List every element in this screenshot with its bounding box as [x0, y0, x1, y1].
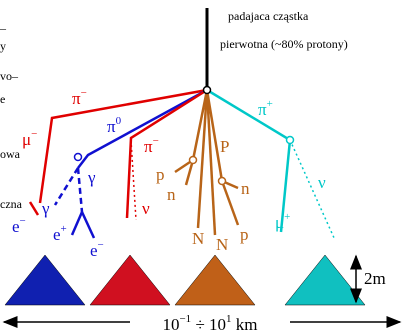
label-part: + — [284, 211, 290, 223]
detector-triangle — [5, 255, 85, 305]
nucleon-branch — [175, 90, 238, 235]
primary-label: pierwotna (~80% protony) — [220, 37, 348, 51]
particle-label: n — [241, 179, 250, 198]
scale-label: 2m — [364, 269, 386, 288]
label-part: e — [90, 241, 98, 260]
label-part: km — [232, 315, 258, 334]
particle-label: γ — [41, 199, 50, 218]
cosmic-shower-diagram: padajaca cząstka pierwotna (~80% protony… — [0, 0, 404, 334]
detector-arrays — [5, 255, 365, 305]
label-part: e — [12, 217, 20, 236]
particle-label: P — [220, 137, 229, 156]
particle-label: μ− — [22, 128, 37, 149]
label-part: 0 — [116, 115, 122, 127]
particle-label: N — [216, 235, 228, 254]
label-part: 10 — [209, 315, 226, 334]
particle-label: π− — [144, 135, 159, 156]
particle-label: π+ — [258, 98, 273, 119]
label-part: − — [20, 215, 26, 227]
pi-plus-branch — [207, 90, 335, 240]
label-part: 10 — [162, 315, 179, 334]
particle-label: ν — [142, 199, 150, 218]
fragment: e — [0, 92, 5, 106]
label-part: μ — [275, 213, 284, 232]
fragment: owa — [0, 147, 21, 161]
particle-label: π− — [72, 87, 87, 108]
label-part: ÷ — [191, 315, 209, 334]
fragment: y — [0, 39, 6, 53]
particle-label: π0 — [107, 115, 122, 136]
label-part: − — [153, 135, 159, 147]
label-part: μ — [22, 130, 31, 149]
particle-label: p — [156, 165, 165, 184]
distance-label: 10−1 ÷ 101 km — [162, 313, 257, 334]
left-fragments: – y vo– e owa czna — [0, 21, 23, 211]
detector-triangle — [285, 255, 365, 305]
primary-label: padajaca cząstka — [228, 9, 309, 23]
particle-label: e− — [90, 239, 104, 260]
particle-label: ν — [318, 173, 326, 192]
particle-label: N — [192, 229, 204, 248]
label-part: − — [98, 239, 104, 251]
particle-label: μ+ — [275, 211, 290, 232]
particle-label: p — [240, 225, 249, 244]
particle-label: e+ — [53, 223, 67, 244]
detector-triangle — [90, 255, 170, 305]
detector-triangle — [175, 255, 255, 305]
label-part: + — [267, 98, 273, 110]
fragment: vo– — [0, 69, 19, 83]
label-part: − — [81, 87, 87, 99]
particle-label: γ — [87, 168, 96, 187]
label-part: e — [53, 225, 61, 244]
particle-label: e− — [12, 215, 26, 236]
fragment: – — [0, 21, 7, 35]
fragment: czna — [0, 197, 23, 211]
label-part: − — [31, 128, 37, 140]
label-part: + — [61, 223, 67, 235]
particle-label: n — [167, 185, 176, 204]
label-part: −1 — [179, 313, 191, 325]
pi-minus-branch — [30, 90, 207, 215]
